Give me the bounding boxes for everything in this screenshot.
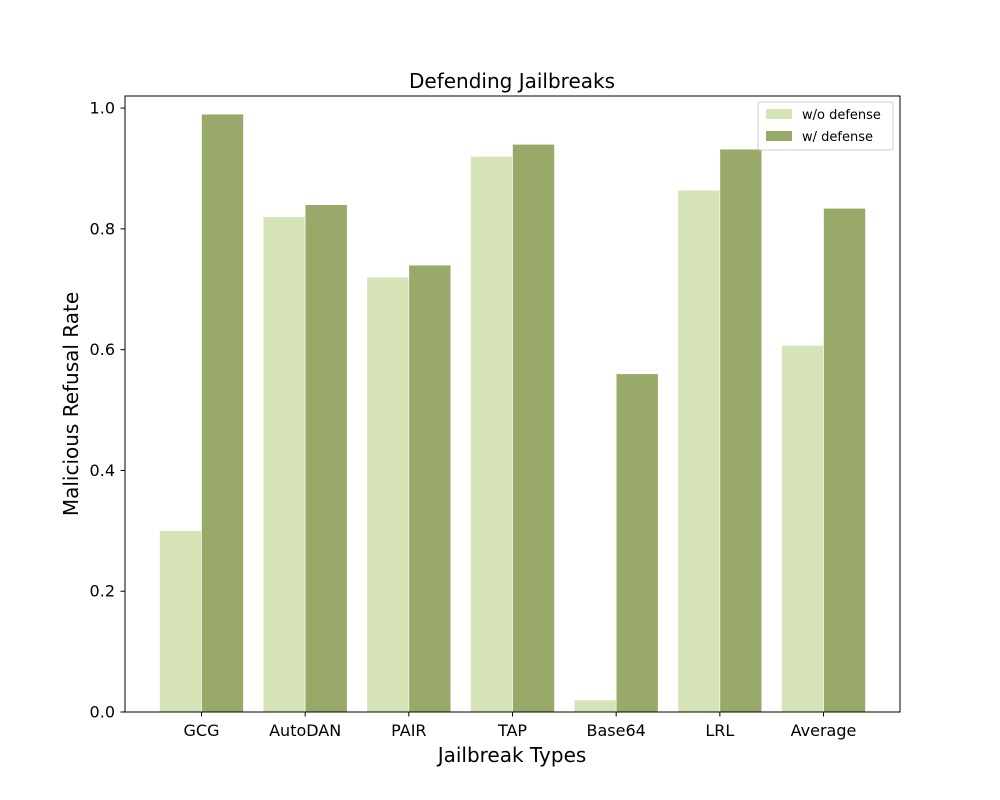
y-axis: 0.0 0.2 0.4 0.6 0.8 1.0	[90, 99, 125, 722]
y-tick-label: 0.0	[90, 703, 115, 722]
bar-with-defense-pair	[408, 264, 452, 713]
chart-title: Defending Jailbreaks	[409, 69, 615, 93]
y-tick-label: 0.4	[90, 461, 115, 480]
legend: w/o defense w/ defense	[757, 101, 894, 151]
x-tick-label: GCG	[184, 721, 220, 740]
y-tick-label: 0.6	[90, 340, 115, 359]
x-tick-label: LRL	[705, 721, 734, 740]
bar-without-defense-tap	[470, 156, 513, 713]
bar-without-defense-gcg	[159, 530, 202, 713]
x-tick-label: TAP	[497, 721, 527, 740]
legend-swatch-with-defense	[766, 131, 792, 141]
bar-with-defense-gcg	[201, 113, 244, 713]
x-axis-title: Jailbreak Types	[436, 743, 587, 767]
bars-layer	[159, 113, 866, 713]
bar-with-defense-lrl	[719, 148, 763, 713]
y-tick-label: 0.8	[90, 219, 115, 238]
bar-without-defense-average	[781, 345, 824, 713]
x-tick-label: PAIR	[391, 721, 426, 740]
legend-label-without-defense: w/o defense	[802, 108, 881, 123]
bar-without-defense-base64	[573, 699, 617, 713]
x-tick-label: Base64	[587, 721, 646, 740]
x-tick-label: AutoDAN	[269, 721, 341, 740]
bar-without-defense-pair	[366, 276, 410, 713]
bar-without-defense-autodan	[262, 216, 306, 713]
y-tick-label: 1.0	[90, 99, 115, 118]
legend-label-with-defense: w/ defense	[802, 130, 873, 145]
y-axis-title: Malicious Refusal Rate	[59, 292, 83, 516]
x-axis: GCG AutoDAN PAIR TAP Base64 LRL Average	[184, 712, 857, 740]
y-tick-label: 0.2	[90, 582, 115, 601]
bar-without-defense-lrl	[677, 189, 721, 713]
legend-swatch-without-defense	[766, 109, 792, 119]
bar-with-defense-autodan	[304, 204, 348, 713]
bar-with-defense-base64	[615, 373, 659, 713]
x-tick-label: Average	[791, 721, 857, 740]
bar-with-defense-tap	[512, 144, 555, 713]
bar-with-defense-average	[823, 208, 866, 713]
